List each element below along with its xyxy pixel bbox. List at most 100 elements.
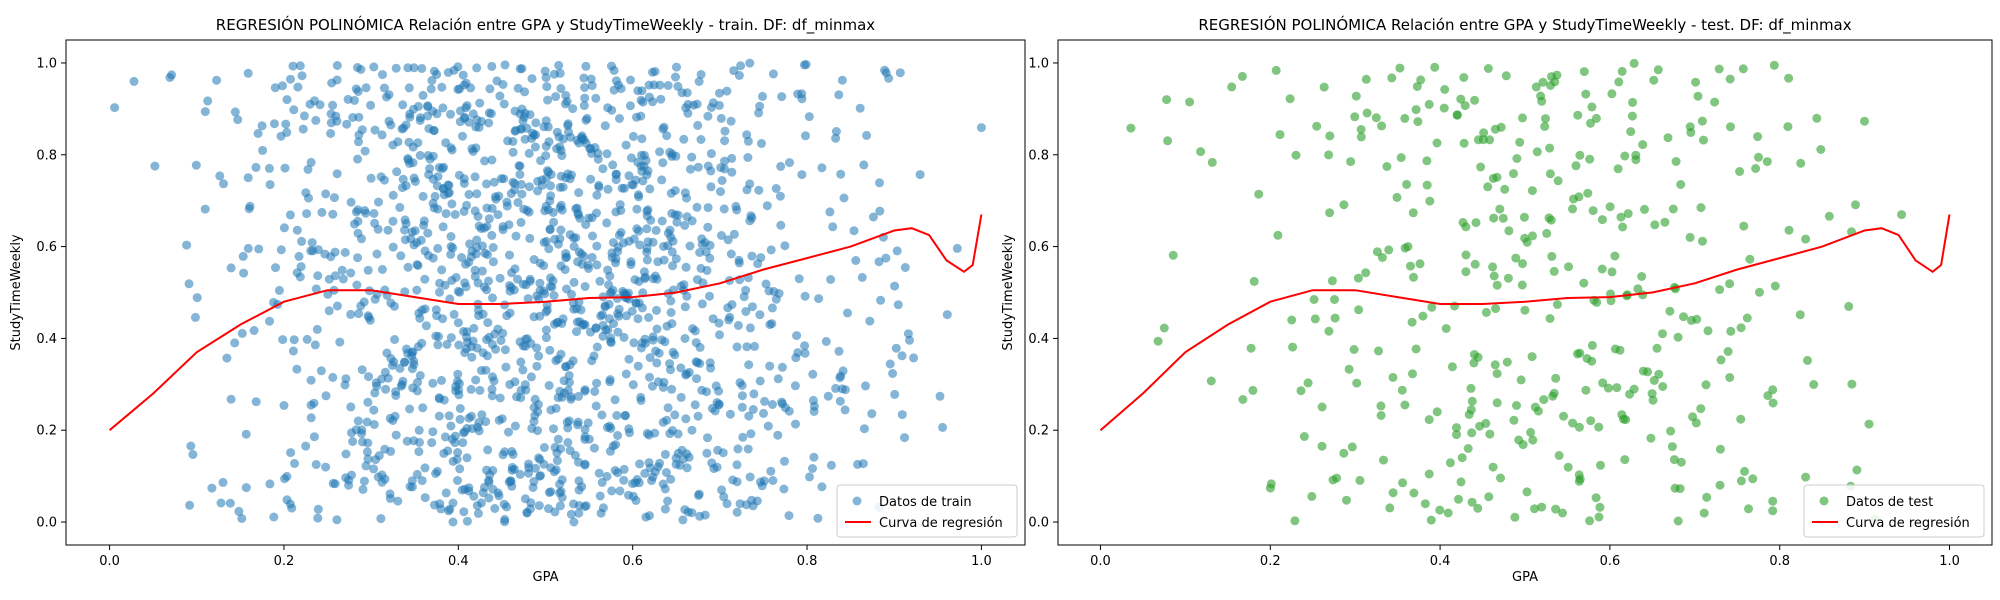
scatter-point <box>1412 82 1422 91</box>
scatter-point <box>292 225 302 235</box>
scatter-point <box>428 378 438 388</box>
x-tick-label: 0.6 <box>622 554 643 569</box>
scatter-point <box>192 293 202 303</box>
scatter-point <box>1675 484 1685 494</box>
scatter-point <box>464 486 474 496</box>
scatter-point <box>523 294 533 304</box>
scatter-point <box>612 411 622 420</box>
scatter-point <box>320 249 330 259</box>
scatter-point <box>1461 267 1471 277</box>
scatter-point <box>1816 145 1826 154</box>
scatter-point <box>733 321 743 330</box>
scatter-point <box>665 359 675 369</box>
scatter-point <box>191 160 201 170</box>
scatter-point <box>790 381 800 391</box>
scatter-point <box>317 207 327 217</box>
scatter-point <box>435 499 445 509</box>
scatter-point <box>1522 487 1532 497</box>
scatter-point <box>1736 323 1746 333</box>
scatter-point <box>510 421 520 431</box>
scatter-point <box>1768 398 1778 408</box>
scatter-point <box>1852 465 1862 475</box>
scatter-point <box>1411 105 1421 115</box>
scatter-point <box>1844 301 1854 311</box>
scatter-point <box>383 373 393 383</box>
scatter-point <box>605 446 615 456</box>
scatter-point <box>488 257 498 267</box>
scatter-point <box>230 107 240 117</box>
scatter-point <box>631 298 641 308</box>
scatter-point <box>384 116 394 126</box>
scatter-point <box>258 145 268 155</box>
scatter-point <box>1372 247 1382 257</box>
scatter-point <box>756 253 766 263</box>
scatter-point <box>581 115 591 125</box>
scatter-point <box>357 125 367 135</box>
scatter-point <box>358 484 368 494</box>
scatter-point <box>409 63 419 73</box>
scatter-point <box>1640 204 1649 214</box>
scatter-point <box>580 424 590 434</box>
scatter-point <box>1492 369 1502 379</box>
scatter-point <box>784 511 794 521</box>
scatter-point <box>552 144 562 154</box>
scatter-point <box>254 244 264 254</box>
scatter-point <box>1249 276 1259 286</box>
scatter-point <box>638 176 648 186</box>
scatter-point <box>755 101 765 111</box>
scatter-point <box>362 417 372 427</box>
scatter-point <box>431 469 441 478</box>
scatter-point <box>734 258 744 268</box>
scatter-point <box>1317 441 1327 451</box>
scatter-point <box>672 62 681 72</box>
scatter-point <box>574 188 584 198</box>
scatter-point <box>587 252 597 262</box>
scatter-point <box>1400 400 1410 410</box>
scatter-point <box>1735 167 1745 176</box>
scatter-point <box>592 190 602 200</box>
scatter-point <box>1162 95 1172 105</box>
scatter-point <box>549 291 559 301</box>
scatter-point <box>762 201 772 211</box>
scatter-point <box>1439 103 1449 113</box>
scatter-point <box>391 391 401 400</box>
scatter-point <box>612 294 622 303</box>
scatter-point <box>482 465 492 475</box>
scatter-point <box>507 465 517 475</box>
scatter-point <box>369 209 379 218</box>
scatter-point <box>353 228 363 238</box>
scatter-point <box>1633 284 1643 294</box>
scatter-point <box>702 265 712 275</box>
scatter-point <box>784 406 794 416</box>
scatter-point <box>1591 113 1601 123</box>
scatter-point <box>1526 427 1536 437</box>
scatter-point <box>1597 264 1607 274</box>
scatter-point <box>427 438 437 448</box>
scatter-point <box>502 311 512 321</box>
scatter-point <box>265 180 275 190</box>
scatter-point <box>282 127 292 137</box>
scatter-point <box>712 462 722 472</box>
scatter-point <box>857 272 867 282</box>
scatter-point <box>226 394 236 404</box>
scatter-point <box>1715 285 1725 295</box>
scatter-point <box>663 81 673 90</box>
scatter-point <box>1726 122 1735 132</box>
scatter-point <box>608 160 618 170</box>
scatter-point <box>549 69 559 79</box>
scatter-point <box>549 424 558 434</box>
scatter-point <box>1542 228 1552 238</box>
scatter-point <box>1558 508 1567 518</box>
scatter-point <box>720 156 730 166</box>
scatter-point <box>516 217 526 227</box>
y-tick-label: 0.0 <box>36 516 57 531</box>
scatter-point <box>609 65 619 75</box>
scatter-point <box>511 125 521 135</box>
scatter-point <box>1610 251 1620 261</box>
scatter-point <box>683 99 693 109</box>
scatter-point <box>791 419 800 429</box>
scatter-point <box>636 396 646 405</box>
scatter-point <box>490 329 500 339</box>
scatter-point <box>660 484 670 494</box>
scatter-point <box>1328 475 1338 485</box>
